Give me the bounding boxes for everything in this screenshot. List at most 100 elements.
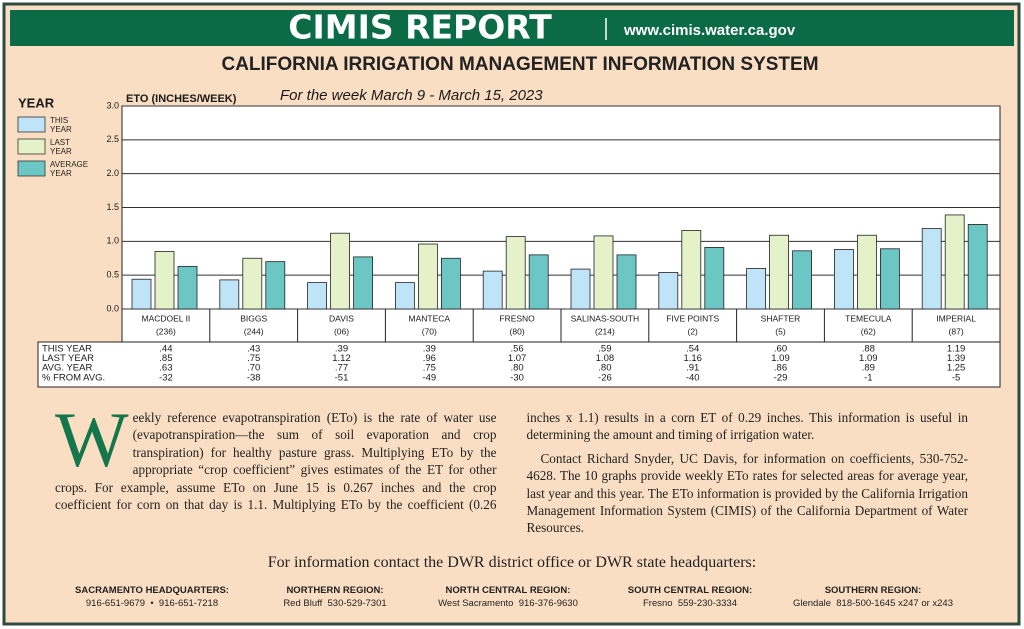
legend-swatch xyxy=(17,138,46,155)
bar xyxy=(769,234,789,310)
table-value: .96 xyxy=(423,353,436,364)
station-id: (87) xyxy=(949,326,964,336)
bar xyxy=(307,282,328,310)
x-tick-label: MACDOEL II xyxy=(141,313,190,323)
contact: NORTH CENTRAL REGION: West Sacramento 916… xyxy=(398,584,618,610)
x-tick-label: DAVIS xyxy=(329,313,354,323)
subtitle: CALIFORNIA IRRIGATION MANAGEMENT INFORMA… xyxy=(221,54,818,75)
station-id: (70) xyxy=(422,326,437,336)
x-tick-label: TEMECULA xyxy=(845,313,892,323)
x-tick-label: FRESNO xyxy=(499,313,535,323)
table-value: -1 xyxy=(864,373,872,384)
table-value: -49 xyxy=(422,373,436,384)
table-row-label: THIS YEAR xyxy=(42,344,92,355)
bar xyxy=(944,214,965,310)
table-value: 1.07 xyxy=(508,353,527,364)
bar xyxy=(394,282,415,310)
legend-swatch xyxy=(17,116,46,133)
table-value: 1.08 xyxy=(596,353,615,364)
y-tick-label: 1.5 xyxy=(106,202,119,212)
table-value: .85 xyxy=(159,353,172,364)
y-tick-label: 2.0 xyxy=(106,168,119,178)
station-id: (62) xyxy=(861,326,876,336)
table-value: .39 xyxy=(423,344,436,355)
station-id: (244) xyxy=(244,326,264,336)
bar xyxy=(681,230,702,310)
y-tick-label: 2.5 xyxy=(106,134,119,144)
legend-label: LAST YEAR xyxy=(50,138,72,156)
station-id: (236) xyxy=(156,326,176,336)
y-tick-label: 0.0 xyxy=(106,303,119,313)
contact: NORTHERN REGION: Red Bluff 530-529-7301 xyxy=(225,584,445,610)
table-value: .75 xyxy=(247,353,260,364)
bar xyxy=(792,250,812,310)
table-value: -32 xyxy=(159,373,173,384)
table-value: 1.09 xyxy=(771,353,790,364)
bar xyxy=(353,256,374,310)
bar xyxy=(967,224,988,310)
table-value: 1.09 xyxy=(859,353,878,364)
bar xyxy=(880,248,900,310)
station-id: (214) xyxy=(595,326,615,336)
drop-cap: W xyxy=(55,396,129,483)
table-value: 1.25 xyxy=(947,363,966,374)
bar xyxy=(746,267,766,310)
legend-title: YEAR xyxy=(18,95,55,110)
table-value: 1.19 xyxy=(947,344,966,355)
bar xyxy=(330,232,351,310)
table-value: .75 xyxy=(423,363,436,374)
table-value: .63 xyxy=(159,363,172,374)
y-axis-label: ETO (INCHES/WEEK) xyxy=(126,93,237,105)
table-value: .77 xyxy=(335,363,348,374)
bar xyxy=(616,254,637,310)
station-id: (2) xyxy=(688,326,699,336)
bar xyxy=(857,234,877,310)
y-tick-label: 0.5 xyxy=(106,270,119,280)
table-value: .56 xyxy=(510,344,523,355)
table-value: .91 xyxy=(686,363,699,374)
footer-intro: For information contact the DWR district… xyxy=(267,554,757,571)
bar xyxy=(704,247,725,310)
contact-line: Fresno 559-230-3334 xyxy=(642,598,737,609)
legend-label: THIS YEAR xyxy=(50,116,72,134)
bar xyxy=(219,279,240,310)
header-title: CIMIS REPORT xyxy=(288,8,552,47)
bar xyxy=(177,265,198,310)
table-row-label: % FROM AVG. xyxy=(42,373,105,384)
chart-title: For the week March 9 - March 15, 2023 xyxy=(280,87,543,104)
bar xyxy=(505,236,526,310)
table-value: -5 xyxy=(952,373,960,384)
contact-region: NORTH CENTRAL REGION: xyxy=(445,585,571,596)
legend-label: AVERAGE YEAR xyxy=(50,160,89,178)
table-value: .80 xyxy=(598,363,611,374)
table-value: .89 xyxy=(862,363,875,374)
contact-region: SOUTHERN REGION: xyxy=(824,585,922,596)
contact-region: SACRAMENTO HEADQUARTERS: xyxy=(75,585,229,596)
header-bar xyxy=(10,10,1014,46)
table-value: .59 xyxy=(598,344,611,355)
table-value: .43 xyxy=(247,344,260,355)
paragraph: Contact Richard Snyder, UC Davis, for in… xyxy=(526,450,969,536)
station-id: (06) xyxy=(334,326,349,336)
x-tick-label: SHAFTER xyxy=(761,313,801,323)
bar xyxy=(265,261,286,310)
table-value: -29 xyxy=(774,373,788,384)
table-value: -26 xyxy=(598,373,612,384)
table-value: .70 xyxy=(247,363,260,374)
x-tick-label: SALINAS-SOUTH xyxy=(571,313,640,323)
bar xyxy=(921,228,942,310)
table-row-label: LAST YEAR xyxy=(42,353,94,364)
table-value: .54 xyxy=(686,344,699,355)
x-tick-label: BIGGS xyxy=(240,313,267,323)
station-id: (5) xyxy=(775,326,786,336)
table-row-label: AVG. YEAR xyxy=(42,363,92,374)
contact-line: Red Bluff 530-529-7301 xyxy=(283,598,387,609)
table-value: 1.39 xyxy=(947,353,966,364)
y-tick-label: 1.0 xyxy=(106,236,119,246)
bar xyxy=(242,257,263,310)
bar xyxy=(834,249,854,310)
x-tick-label: MANTECA xyxy=(409,313,451,323)
